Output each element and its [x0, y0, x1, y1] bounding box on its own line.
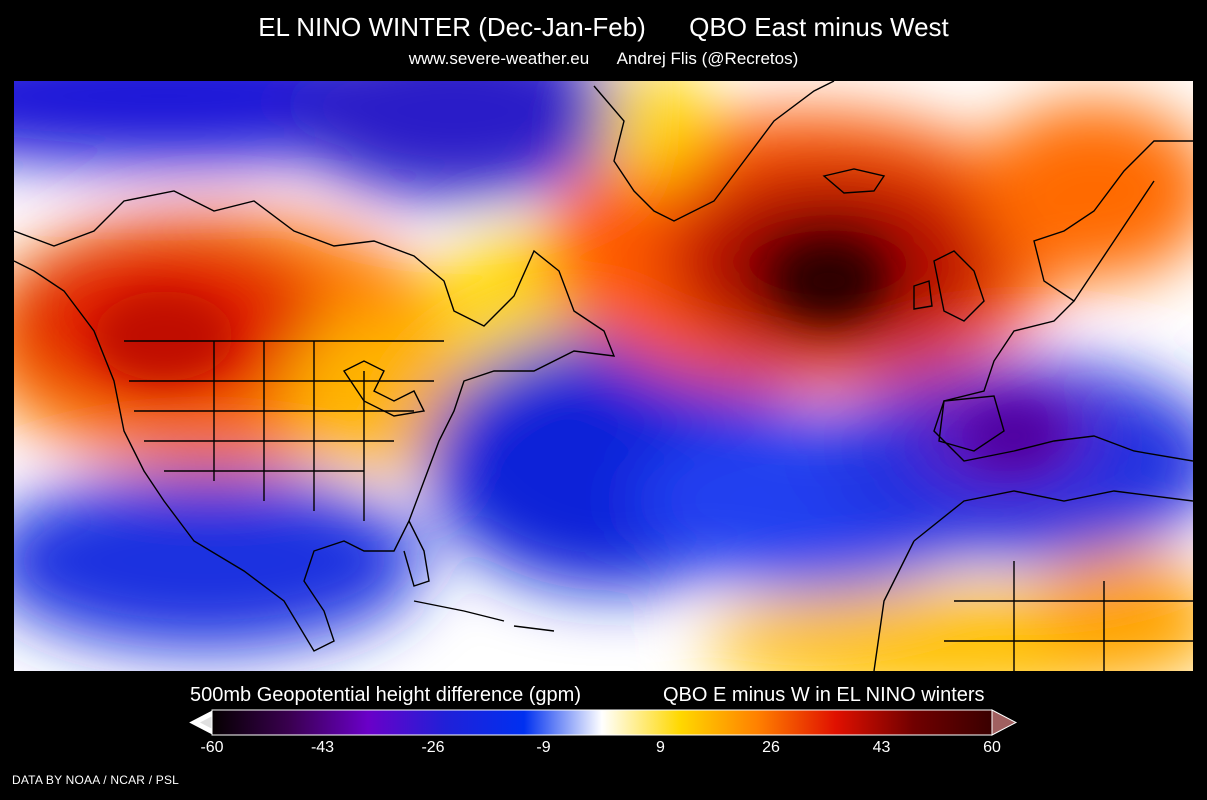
data-credit: DATA BY NOAA / NCAR / PSL — [12, 773, 180, 787]
colorbar-tick-label: 9 — [656, 739, 665, 756]
anomaly-highlights — [94, 246, 1059, 466]
anomaly-field — [14, 81, 1193, 671]
anomaly-map-graphic — [14, 81, 1193, 671]
colorbar-tick-label: -9 — [536, 739, 551, 756]
colorbar-variable-label: 500mb Geopotential height difference (gp… — [190, 684, 581, 706]
map-title: EL NINO WINTER (Dec-Jan-Feb) QBO East mi… — [258, 12, 949, 42]
colorbar-tick-label: -43 — [310, 739, 335, 756]
colorbar — [186, 709, 1018, 736]
colorbar-tick-label: 43 — [872, 739, 891, 756]
colorbar-gradient — [211, 709, 993, 736]
colorbar-tick-label: -26 — [421, 739, 445, 756]
colorbar-min-arrow-inner — [200, 715, 215, 730]
colorbar-tick-label: 26 — [762, 739, 780, 756]
colorbar-tick-label: -60 — [200, 739, 224, 756]
anomaly-map — [14, 81, 1193, 671]
colorbar-tick-label: 60 — [983, 739, 1001, 756]
colorbar-case-label: QBO E minus W in EL NINO winters — [663, 684, 985, 706]
colorbar-max-arrow — [991, 709, 1018, 736]
map-subtitle: www.severe-weather.eu Andrej Flis (@Recr… — [408, 49, 799, 68]
coastline-outlines — [14, 81, 1193, 671]
